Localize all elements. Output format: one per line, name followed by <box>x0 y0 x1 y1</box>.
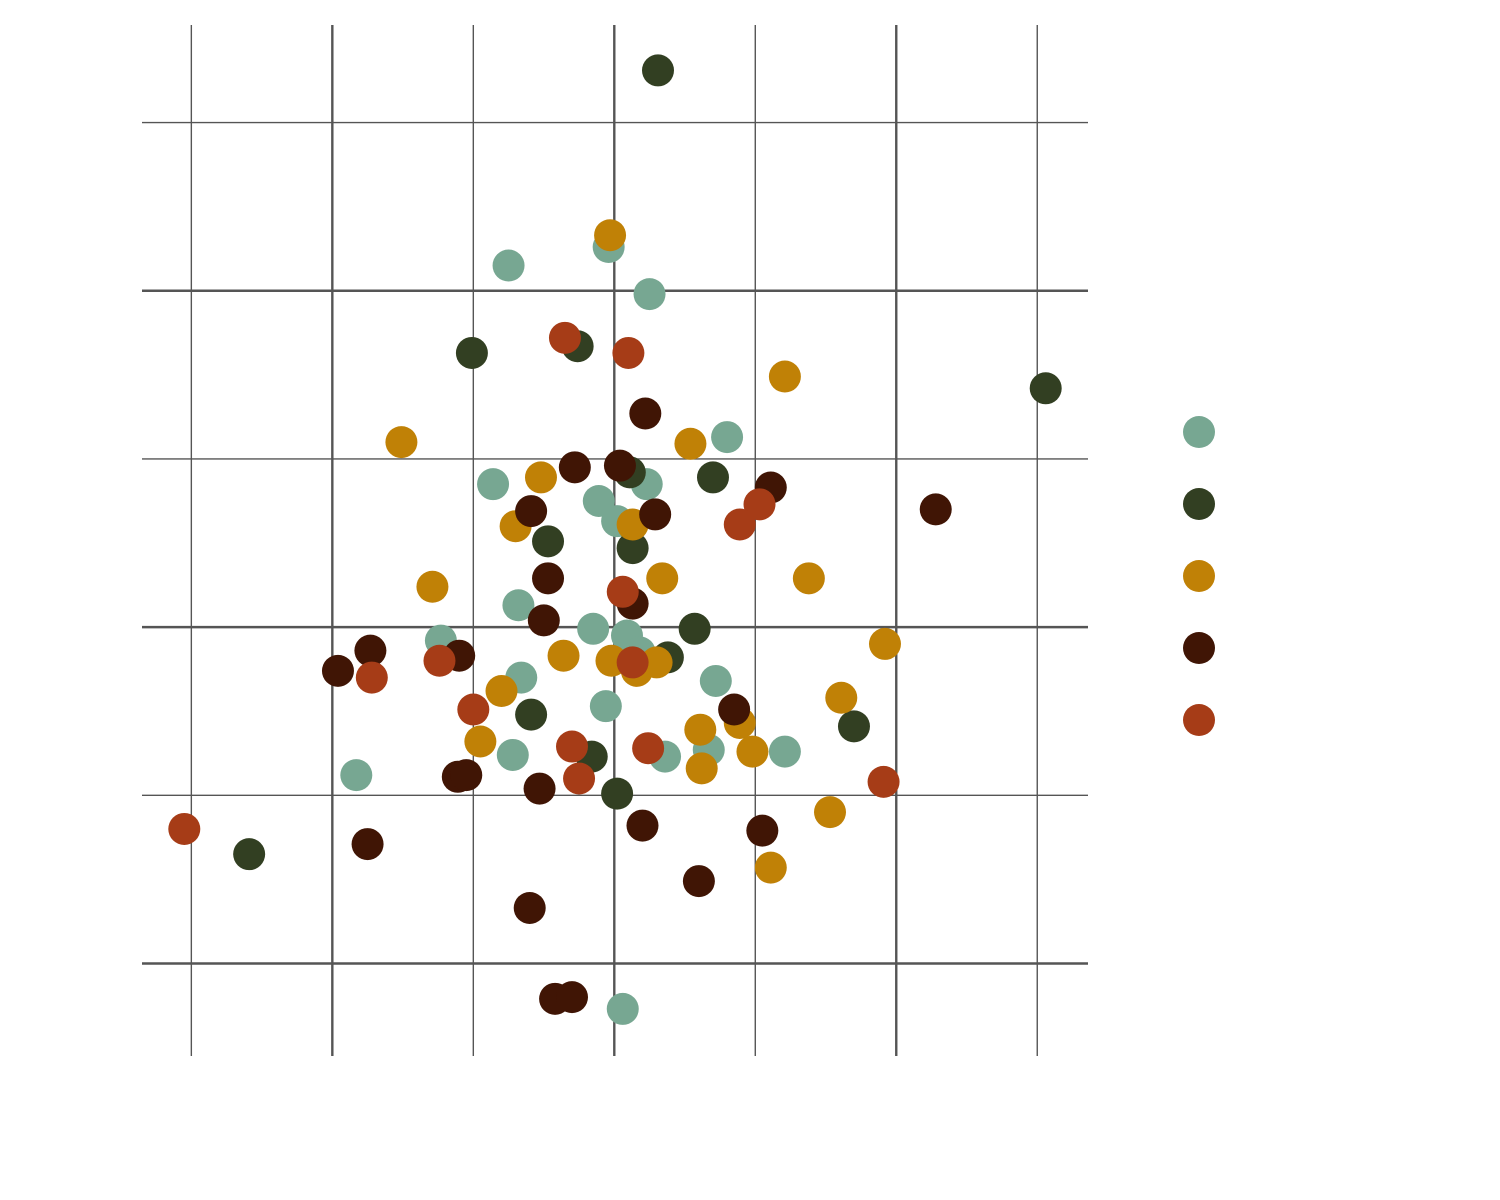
data-point-series-3 <box>684 713 717 746</box>
data-point-series-5 <box>616 646 649 679</box>
data-point-series-5 <box>606 575 639 608</box>
data-point-series-3 <box>524 461 557 494</box>
data-point-series-2 <box>696 461 729 494</box>
data-point-series-2 <box>601 777 634 810</box>
data-point-series-2 <box>1029 372 1062 405</box>
legend-key-series-1 <box>1183 416 1215 448</box>
data-point-series-3 <box>685 752 718 785</box>
data-point-series-5 <box>548 321 581 354</box>
data-point-series-5 <box>556 730 588 763</box>
data-point-series-2 <box>678 612 711 645</box>
data-point-series-4 <box>639 498 672 531</box>
data-point-series-3 <box>736 735 769 768</box>
data-point-series-1 <box>340 759 373 792</box>
data-point-series-4 <box>351 828 384 861</box>
data-point-series-4 <box>746 814 779 847</box>
data-point-series-3 <box>792 562 825 595</box>
data-point-series-3 <box>464 725 497 758</box>
legend-key-series-5 <box>1183 704 1215 736</box>
data-point-series-5 <box>723 508 756 541</box>
data-point-series-1 <box>492 249 525 282</box>
data-point-series-3 <box>825 681 858 714</box>
data-point-series-4 <box>321 654 354 687</box>
data-point-series-2 <box>455 336 488 369</box>
data-point-series-5 <box>423 644 456 677</box>
data-point-series-5 <box>867 765 900 798</box>
data-point-series-3 <box>640 646 673 679</box>
data-point-series-4 <box>718 693 751 726</box>
data-point-series-1 <box>711 421 744 454</box>
data-point-series-1 <box>768 735 801 768</box>
data-point-series-5 <box>632 732 665 765</box>
data-point-series-3 <box>385 426 418 459</box>
data-point-series-3 <box>594 219 627 252</box>
grid <box>142 25 1088 1056</box>
data-point-series-2 <box>233 838 266 871</box>
data-point-series-3 <box>416 570 449 603</box>
data-point-series-1 <box>496 738 529 771</box>
data-point-series-3 <box>868 627 901 660</box>
data-point-series-5 <box>612 336 645 369</box>
data-point-series-5 <box>743 488 776 521</box>
data-point-series-4 <box>515 495 548 528</box>
legend <box>1183 416 1215 736</box>
data-point-series-3 <box>485 675 518 708</box>
data-point-series-1 <box>699 664 732 697</box>
data-point-series-4 <box>532 562 565 595</box>
data-point-series-5 <box>168 812 201 845</box>
data-point-series-1 <box>589 690 622 723</box>
data-point-series-4 <box>558 451 591 484</box>
data-point-series-3 <box>814 796 846 829</box>
data-point-series-4 <box>603 449 636 482</box>
data-point-series-4 <box>523 772 556 805</box>
data-point-series-4 <box>626 809 659 842</box>
data-point-series-3 <box>754 851 787 884</box>
data-point-series-3 <box>674 427 707 460</box>
data-point-series-2 <box>837 710 870 743</box>
data-point-series-4 <box>682 865 715 898</box>
data-point-series-4 <box>354 634 387 667</box>
data-point-series-4 <box>629 397 662 430</box>
data-points <box>168 54 1062 1025</box>
data-point-series-4 <box>556 981 588 1014</box>
data-point-series-1 <box>606 992 639 1025</box>
legend-key-series-4 <box>1183 632 1215 664</box>
data-point-series-1 <box>577 612 610 645</box>
data-point-series-2 <box>616 532 649 565</box>
data-point-series-4 <box>919 493 952 526</box>
data-point-series-5 <box>563 762 596 795</box>
data-point-series-2 <box>532 525 565 558</box>
data-point-series-2 <box>515 698 548 731</box>
data-point-series-1 <box>633 278 666 311</box>
data-point-series-4 <box>527 604 560 637</box>
data-point-series-1 <box>502 589 535 622</box>
data-point-series-4 <box>513 891 546 924</box>
legend-key-series-3 <box>1183 560 1215 592</box>
data-point-series-4 <box>450 759 483 792</box>
data-point-series-5 <box>355 661 388 694</box>
data-point-series-3 <box>547 639 580 672</box>
data-point-series-1 <box>477 468 510 501</box>
data-point-series-5 <box>457 693 490 726</box>
data-point-series-2 <box>642 54 674 87</box>
data-point-series-3 <box>768 360 801 393</box>
data-point-series-3 <box>646 562 679 595</box>
legend-key-series-2 <box>1183 488 1215 520</box>
